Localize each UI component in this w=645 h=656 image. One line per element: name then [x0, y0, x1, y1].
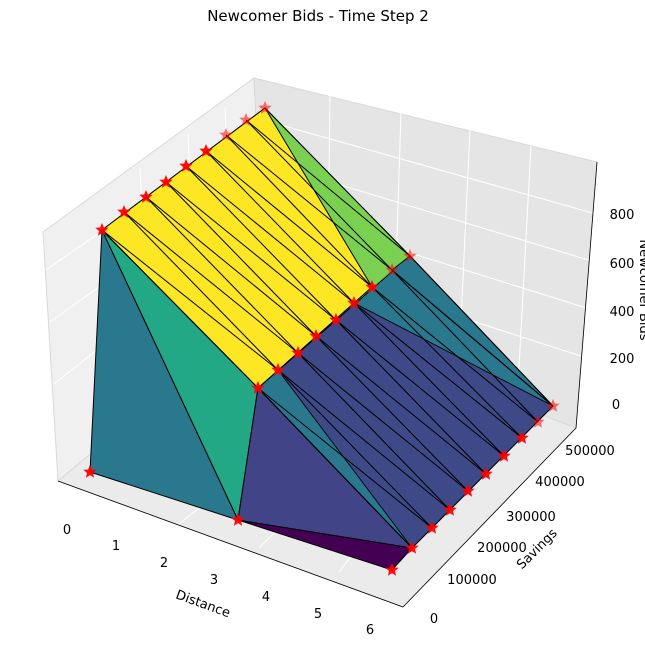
star-marker — [239, 113, 253, 126]
facet-edge — [257, 387, 413, 549]
star-marker — [531, 415, 545, 428]
star-marker — [365, 280, 379, 293]
y-tick-label: 100000 — [447, 573, 497, 588]
y-tick-label: 500000 — [565, 444, 615, 459]
star-marker — [291, 346, 305, 359]
star-marker — [546, 399, 560, 412]
x-tick-label: 3 — [210, 573, 218, 588]
star-marker — [497, 449, 511, 462]
star-marker — [179, 159, 193, 172]
facet-edge — [391, 269, 554, 407]
facet-edge — [145, 196, 299, 354]
star-marker — [159, 175, 173, 188]
star-marker — [329, 313, 343, 326]
facet-edge — [315, 335, 487, 475]
star-marker — [403, 249, 417, 262]
facet-edge — [297, 352, 451, 511]
x-tick-label: 5 — [314, 607, 322, 622]
z-axis-line — [575, 161, 598, 429]
facet-lines — [101, 107, 554, 549]
star-marker — [461, 484, 475, 497]
x-axis-line — [57, 480, 404, 608]
x-tick-label: 6 — [366, 623, 374, 638]
facet-edge — [101, 229, 259, 389]
star-marker — [347, 296, 361, 309]
data-markers — [83, 101, 560, 576]
facet-edge — [371, 286, 523, 439]
facet-edge — [335, 319, 487, 475]
z-tick-label: 600 — [610, 257, 635, 272]
x-tick-label: 0 — [63, 523, 71, 538]
star-marker — [95, 223, 109, 236]
facet-edge — [101, 229, 279, 371]
z-tick-label: 800 — [610, 208, 635, 223]
facet-edge — [257, 387, 433, 529]
z-axis-ticks: 0 200 400 600 800 — [610, 208, 635, 413]
facet-edge — [123, 211, 279, 371]
y-tick-label: 400000 — [535, 475, 585, 490]
star-marker — [479, 467, 493, 480]
facet-edge — [277, 369, 451, 511]
z-tick-label: 400 — [610, 305, 635, 320]
y-tick-label: 300000 — [506, 510, 556, 525]
x-axis-ticks: 0 1 2 3 4 5 6 — [63, 523, 374, 638]
facet-edge — [185, 165, 355, 304]
facet-edge — [335, 319, 505, 457]
star-marker — [443, 503, 457, 516]
gridline — [255, 117, 597, 215]
star-marker — [219, 128, 233, 141]
facet-edge — [245, 119, 411, 257]
star-marker — [385, 263, 399, 276]
star-marker — [515, 431, 529, 444]
facet-edge — [145, 196, 317, 337]
star-marker — [83, 465, 97, 478]
star-marker — [251, 381, 265, 394]
gridline — [516, 145, 532, 405]
facet-edge — [165, 181, 317, 337]
star-marker — [385, 563, 399, 576]
surface — [89, 107, 554, 571]
facet-edge — [225, 134, 373, 288]
facet-edge — [123, 211, 299, 354]
star-marker — [139, 190, 153, 203]
star-marker — [199, 144, 213, 157]
facet-edge — [315, 335, 469, 492]
facet-edge — [205, 150, 355, 304]
star-marker — [405, 541, 419, 554]
facet-edge — [225, 134, 393, 271]
star-marker — [271, 363, 285, 376]
star-marker — [425, 521, 439, 534]
star-marker — [258, 101, 272, 114]
z-tick-label: 200 — [610, 352, 635, 367]
facet-edge — [297, 352, 469, 492]
facet-edge — [165, 181, 337, 321]
z-tick-label: 0 — [612, 398, 620, 413]
x-tick-label: 4 — [262, 590, 270, 605]
x-tick-label: 1 — [112, 539, 120, 554]
facet-edge — [371, 286, 539, 423]
x-axis-label: Distance — [174, 588, 233, 622]
facet-edge — [353, 302, 523, 439]
z-axis-label: Newcomer Bids — [636, 239, 645, 340]
y-tick-label: 0 — [430, 612, 438, 627]
facet-edge — [264, 107, 411, 257]
axis-lines — [57, 161, 598, 608]
chart-title: Newcomer Bids - Time Step 2 — [207, 7, 429, 25]
facet-edge — [353, 302, 505, 457]
y-axis-ticks: 0 100000 200000 300000 400000 500000 — [430, 444, 615, 627]
facet-edge — [391, 269, 539, 423]
y-axis-line — [402, 427, 577, 608]
star-marker — [309, 329, 323, 342]
facet-edge — [245, 119, 393, 271]
facet-edge — [185, 165, 337, 321]
facet-edge — [205, 150, 373, 288]
star-marker — [117, 205, 131, 218]
star-marker — [231, 513, 245, 526]
facet-edge — [409, 255, 554, 407]
facet-edge — [277, 369, 433, 529]
x-tick-label: 2 — [160, 556, 168, 571]
y-tick-label: 200000 — [477, 541, 527, 556]
